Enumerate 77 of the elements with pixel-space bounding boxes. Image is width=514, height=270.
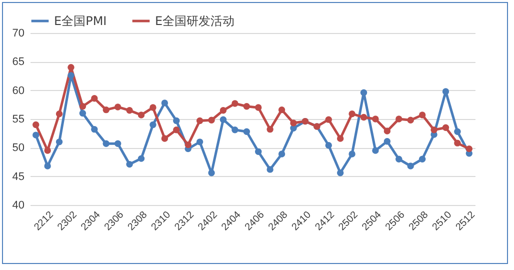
- point: [208, 170, 215, 176]
- point: [173, 117, 180, 124]
- point: [79, 110, 86, 117]
- point: [138, 155, 145, 162]
- point: [32, 132, 40, 138]
- point: [68, 64, 74, 71]
- point: [407, 116, 414, 124]
- point: [255, 148, 262, 156]
- point: [126, 160, 133, 168]
- y-tick-label: 45: [12, 170, 24, 183]
- point: [208, 116, 215, 124]
- point: [442, 124, 450, 131]
- y-tick-label: 65: [12, 56, 24, 68]
- point: [372, 116, 379, 122]
- point: [102, 106, 110, 114]
- point: [466, 145, 472, 152]
- point: [384, 128, 391, 134]
- point: [220, 116, 227, 123]
- y-tick-label: 40: [12, 200, 24, 212]
- point: [336, 170, 344, 176]
- point: [243, 103, 250, 110]
- y-tick-label: 70: [12, 28, 24, 40]
- point: [325, 142, 332, 149]
- point: [184, 141, 192, 148]
- point: [114, 104, 122, 110]
- y-tick-label: 60: [12, 84, 24, 97]
- point: [278, 106, 286, 114]
- point: [454, 140, 461, 146]
- point: [243, 128, 250, 135]
- point: [150, 104, 156, 111]
- y-tick-label: 50: [12, 142, 24, 154]
- point: [196, 138, 204, 146]
- point: [173, 126, 180, 134]
- point: [79, 103, 86, 110]
- point: [454, 128, 461, 135]
- point: [56, 138, 63, 146]
- point: [44, 162, 51, 170]
- point: [360, 89, 368, 96]
- point: [290, 120, 297, 126]
- point: [102, 140, 110, 147]
- point: [348, 110, 356, 118]
- point: [407, 162, 414, 170]
- point: [44, 147, 51, 154]
- point: [91, 95, 98, 102]
- point: [56, 110, 63, 118]
- point: [196, 117, 204, 124]
- point: [348, 150, 356, 158]
- point: [114, 140, 122, 147]
- point: [32, 121, 40, 128]
- point: [138, 112, 145, 118]
- point: [396, 116, 402, 122]
- point: [360, 114, 368, 121]
- point: [430, 126, 438, 134]
- point: [150, 121, 156, 128]
- point: [161, 135, 168, 142]
- point: [325, 116, 332, 123]
- point: [278, 150, 286, 158]
- point: [220, 107, 227, 114]
- point: [372, 147, 379, 154]
- point: [384, 138, 391, 145]
- point: [442, 88, 450, 95]
- point: [68, 72, 74, 79]
- legend-label: E全国研发活动: [155, 14, 235, 28]
- point: [336, 135, 344, 142]
- legend-label: E全国PMI: [54, 14, 107, 28]
- point: [255, 104, 262, 111]
- point: [91, 126, 98, 133]
- point: [396, 156, 402, 162]
- point: [232, 126, 238, 134]
- point: [418, 112, 426, 118]
- point: [266, 126, 274, 133]
- point: [126, 107, 133, 114]
- point: [418, 156, 426, 162]
- y-tick-label: 55: [12, 114, 24, 126]
- point: [266, 166, 274, 173]
- point: [161, 100, 168, 106]
- point: [232, 100, 238, 107]
